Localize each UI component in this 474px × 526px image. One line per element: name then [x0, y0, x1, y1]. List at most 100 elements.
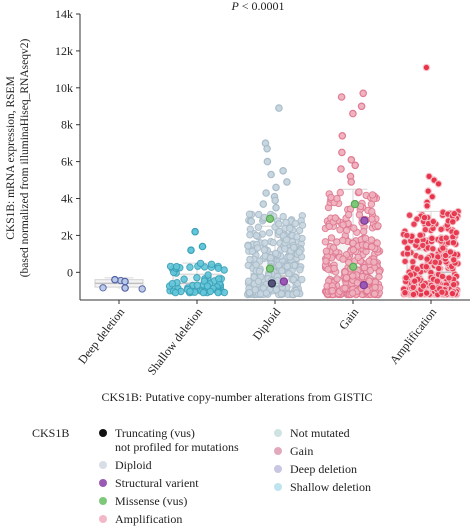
outlier-point — [347, 156, 356, 164]
x-tick-label: Deep deletion — [75, 305, 127, 366]
data-point — [371, 283, 379, 291]
outlier-point — [422, 63, 431, 72]
data-point — [220, 288, 229, 297]
data-point — [416, 231, 424, 239]
data-point — [275, 220, 283, 228]
mutation-point — [265, 214, 275, 223]
outlier-point — [267, 170, 275, 179]
data-point — [423, 255, 431, 263]
outlier-point — [425, 172, 433, 181]
data-point — [172, 262, 181, 271]
data-point — [138, 285, 146, 293]
data-point — [353, 279, 361, 287]
outlier-point — [271, 196, 280, 205]
data-point — [354, 253, 362, 261]
data-point — [322, 257, 330, 265]
data-point — [452, 229, 460, 237]
outlier-point — [279, 167, 287, 175]
y-tick-label: 6k — [61, 155, 73, 169]
data-point — [204, 271, 212, 279]
data-point — [341, 284, 349, 292]
legend-dot — [274, 465, 282, 473]
data-point — [370, 290, 379, 298]
points-layer — [99, 63, 462, 299]
data-point — [168, 280, 177, 288]
data-point — [429, 217, 437, 226]
data-point — [339, 255, 347, 263]
data-point — [360, 227, 368, 236]
data-point — [333, 194, 341, 203]
data-point — [368, 207, 376, 216]
data-point — [450, 281, 458, 289]
outlier-point — [337, 165, 345, 173]
y-axis-title-line1: CKS1B: mRNA expression, RSEM — [5, 76, 17, 240]
data-point — [328, 287, 337, 295]
data-point — [349, 239, 357, 247]
outlier-point — [338, 148, 346, 157]
legend-item-deep-deletion: Deep deletion — [274, 462, 357, 476]
data-point — [285, 270, 293, 278]
data-point — [336, 188, 344, 197]
legend-label: Deep deletion — [290, 462, 357, 476]
y-tick-label: 10k — [55, 81, 73, 95]
mutation-point — [267, 279, 277, 288]
data-point — [203, 282, 212, 290]
data-point — [252, 231, 261, 240]
x-tick-label: Shallow deletion — [144, 305, 205, 377]
data-point — [327, 193, 335, 202]
data-point — [253, 244, 262, 252]
outlier-point — [337, 93, 346, 101]
data-point — [248, 247, 257, 256]
data-point — [401, 289, 409, 297]
data-point — [355, 188, 363, 196]
data-point — [336, 226, 344, 234]
legend-label: Amplification — [115, 512, 183, 526]
legend-item-gain: Gain — [274, 444, 313, 458]
data-point — [405, 211, 414, 219]
outlier-point — [263, 144, 271, 153]
data-point — [422, 263, 430, 271]
data-point — [286, 224, 294, 233]
data-point — [244, 242, 252, 250]
data-point — [220, 266, 228, 274]
legend-label: Truncating (vus) not profiled for mutati… — [115, 426, 239, 454]
data-point — [450, 256, 458, 264]
data-point — [330, 264, 338, 272]
legend-dot — [99, 479, 107, 487]
outlier-point — [191, 227, 199, 236]
legend-item-not-mutated: Not mutated — [274, 426, 350, 440]
data-point — [186, 263, 194, 271]
y-tick-label: 14k — [55, 7, 73, 21]
data-point — [365, 277, 373, 285]
legend-dot — [274, 429, 282, 437]
data-point — [255, 267, 264, 275]
data-point — [446, 248, 455, 256]
outlier-point — [111, 275, 119, 284]
data-point — [244, 277, 253, 285]
data-point — [290, 243, 298, 252]
outlier-point — [283, 178, 291, 186]
data-point — [368, 191, 377, 199]
data-point — [260, 246, 268, 254]
data-point — [400, 238, 409, 246]
outlier-point — [259, 200, 268, 208]
data-point — [296, 266, 304, 274]
data-point — [422, 289, 431, 297]
outlier-point — [121, 284, 129, 292]
y-tick-label: 4k — [61, 192, 73, 206]
data-point — [420, 213, 429, 222]
y-tick-label: 2k — [61, 228, 73, 242]
data-point — [327, 234, 336, 242]
data-point — [350, 224, 358, 232]
mutation-point — [265, 264, 275, 273]
data-point — [214, 288, 222, 297]
data-point — [360, 263, 369, 272]
data-point — [437, 225, 445, 234]
y-ticks: 0 2k 4k 6k 8k 10k 12k 14k — [55, 7, 80, 279]
outlier-point — [263, 157, 272, 166]
legend-item-truncating: Truncating (vus) not profiled for mutati… — [99, 426, 239, 454]
data-point — [262, 289, 271, 297]
data-point — [254, 223, 263, 231]
data-point — [333, 275, 341, 283]
data-point — [375, 273, 383, 281]
